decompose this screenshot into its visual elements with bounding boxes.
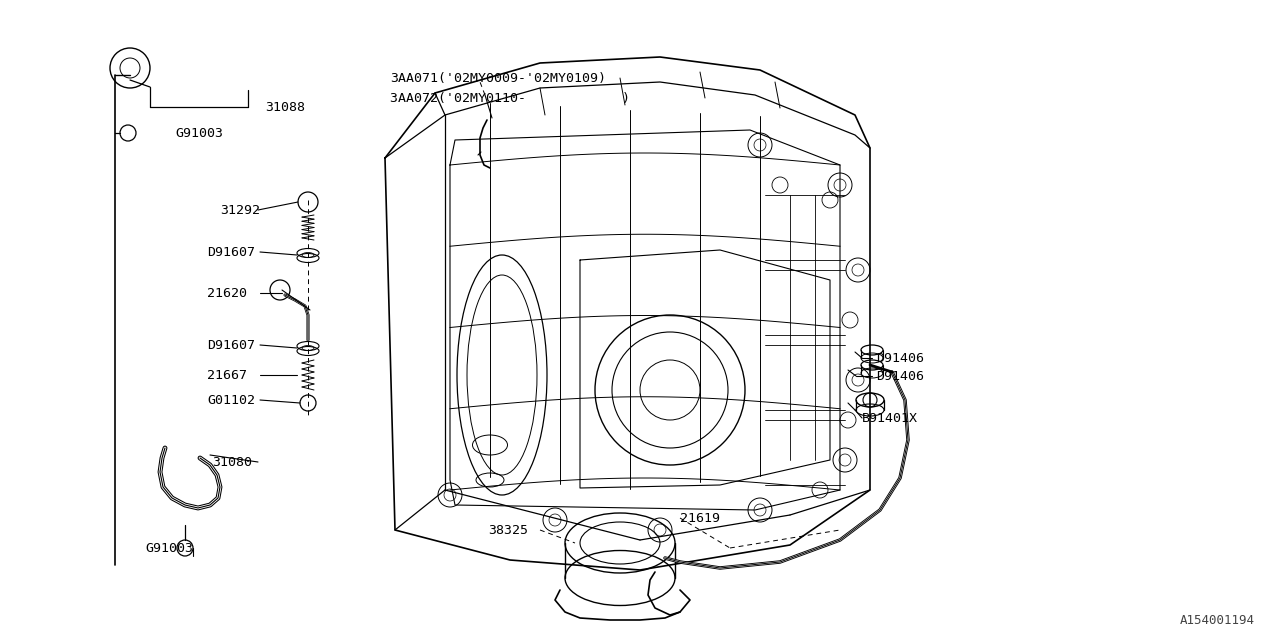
Text: 31088: 31088 — [265, 100, 305, 113]
Text: 3AA071('02MY0009-'02MY0109): 3AA071('02MY0009-'02MY0109) — [390, 72, 605, 84]
Text: D91406: D91406 — [876, 351, 924, 365]
Text: G91003: G91003 — [175, 127, 223, 140]
Text: A154001194: A154001194 — [1180, 614, 1254, 627]
Text: 38325: 38325 — [488, 524, 529, 536]
Text: G01102: G01102 — [207, 394, 255, 406]
Text: 21620: 21620 — [207, 287, 247, 300]
Text: 3AA072('02MY0110-            ): 3AA072('02MY0110- ) — [390, 92, 630, 104]
Text: B91401X: B91401X — [861, 412, 918, 424]
Text: 21619: 21619 — [680, 511, 721, 525]
Text: G91003: G91003 — [145, 541, 193, 554]
Text: D91607: D91607 — [207, 246, 255, 259]
Text: 21667: 21667 — [207, 369, 247, 381]
Text: 31292: 31292 — [220, 204, 260, 216]
Text: 31080: 31080 — [212, 456, 252, 468]
Text: D91607: D91607 — [207, 339, 255, 351]
Text: D91406: D91406 — [876, 369, 924, 383]
